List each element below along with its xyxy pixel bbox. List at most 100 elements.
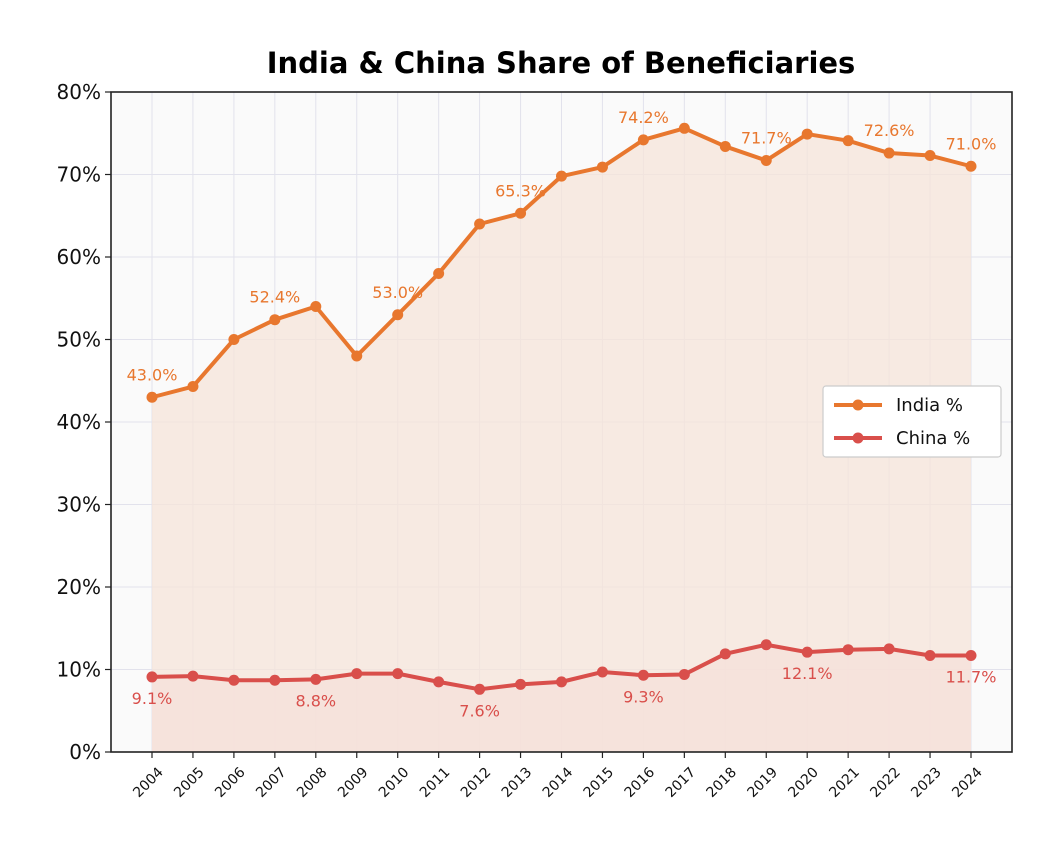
y-axis: 0% 10% 20% 30% 40% 50% 60% 70% 80%: [57, 80, 111, 764]
x-tick-label: 2018: [704, 764, 741, 801]
y-tick-label: 20%: [57, 575, 101, 599]
series-fills: [152, 128, 971, 753]
y-tick-label: 50%: [57, 328, 101, 352]
y-tick-label: 80%: [57, 80, 101, 104]
china-point: [678, 668, 690, 680]
china-data-label: 9.3%: [623, 687, 664, 706]
y-tick-label: 0%: [69, 740, 101, 764]
x-tick-label: 2016: [622, 764, 659, 801]
x-tick-label: 2004: [130, 764, 167, 801]
x-tick-label: 2012: [458, 764, 495, 801]
china-point: [842, 644, 854, 656]
china-data-label: 8.8%: [295, 691, 336, 710]
india-point: [433, 268, 445, 279]
india-point: [965, 160, 977, 172]
india-point: [187, 381, 199, 393]
china-point: [637, 669, 649, 681]
china-point: [146, 671, 158, 683]
india-point: [269, 314, 281, 326]
china-data-label: 9.1%: [132, 689, 173, 708]
china-data-label: 11.7%: [946, 667, 997, 686]
china-point: [515, 678, 527, 690]
x-axis: 2004 2005 2006 2007 2008 2009 2010 2011 2012 2013…: [130, 752, 986, 801]
india-area: [152, 128, 971, 753]
china-point: [760, 639, 772, 651]
x-tick-label: 2008: [294, 764, 331, 801]
india-point: [596, 161, 608, 173]
china-point: [351, 668, 363, 680]
china-area: [152, 644, 971, 752]
india-point: [228, 334, 240, 345]
india-point: [924, 150, 936, 162]
legend-china-marker: [852, 432, 864, 444]
china-point: [556, 676, 567, 688]
x-tick-label: 2017: [663, 764, 700, 801]
china-point: [801, 646, 813, 658]
legend: India % China %: [822, 385, 1002, 458]
legend-china-label: China %: [896, 428, 970, 449]
y-tick-label: 40%: [57, 410, 101, 434]
x-tick-label: 2022: [867, 764, 904, 801]
x-tick-label: 2015: [581, 764, 618, 801]
legend-india-marker: [852, 399, 864, 411]
india-data-label: 71.0%: [946, 134, 997, 153]
y-tick-label: 10%: [57, 658, 101, 682]
x-tick-label: 2011: [417, 764, 454, 801]
india-point: [515, 207, 527, 219]
china-point: [596, 666, 608, 678]
china-point: [392, 668, 404, 680]
x-tick-label: 2013: [499, 764, 536, 801]
india-point: [801, 128, 813, 140]
india-point: [637, 134, 649, 146]
india-point: [678, 122, 690, 134]
china-point: [883, 643, 895, 655]
data-labels: 43.0% 52.4% 53.0% 65.3% 74.2% 71.7% 72.6% 71.0%…: [127, 108, 997, 720]
india-point: [556, 170, 567, 182]
china-point: [269, 674, 281, 686]
india-point: [351, 350, 363, 362]
india-point: [474, 218, 486, 230]
y-tick-label: 30%: [57, 493, 101, 517]
china-data-label: 7.6%: [459, 701, 500, 720]
x-tick-label: 2006: [212, 764, 249, 801]
china-point: [924, 649, 936, 661]
y-tick-label: 70%: [57, 163, 101, 187]
india-point: [842, 135, 854, 147]
x-tick-label: 2023: [908, 764, 945, 801]
x-tick-label: 2014: [540, 764, 577, 801]
x-tick-label: 2009: [335, 764, 372, 801]
x-tick-label: 2021: [826, 764, 863, 801]
china-point: [719, 648, 731, 660]
india-data-label: 72.6%: [864, 121, 915, 140]
india-data-label: 71.7%: [741, 128, 792, 147]
india-point: [310, 301, 322, 312]
china-data-label: 12.1%: [782, 664, 833, 683]
india-data-label: 65.3%: [495, 181, 546, 200]
india-point: [883, 147, 895, 159]
x-tick-label: 2020: [785, 764, 822, 801]
india-data-label: 52.4%: [249, 288, 300, 307]
china-point: [474, 683, 486, 695]
x-tick-label: 2010: [376, 764, 413, 801]
x-tick-label: 2005: [171, 764, 208, 801]
india-point: [392, 309, 404, 321]
series-points: [146, 122, 977, 695]
india-point: [146, 391, 158, 403]
india-data-label: 74.2%: [618, 108, 669, 127]
china-point: [433, 676, 445, 688]
x-tick-label: 2019: [744, 764, 781, 801]
india-point: [760, 154, 772, 166]
india-point: [719, 140, 731, 152]
chart-title: India & China Share of Beneficiaries: [267, 46, 856, 80]
china-point: [228, 674, 240, 686]
china-point: [310, 673, 322, 685]
x-tick-label: 2007: [253, 764, 290, 801]
india-data-label: 53.0%: [372, 283, 423, 302]
y-tick-label: 60%: [57, 245, 101, 269]
x-tick-label: 2024: [949, 764, 986, 801]
china-point: [965, 649, 977, 661]
india-data-label: 43.0%: [127, 365, 178, 384]
legend-india-label: India %: [896, 395, 963, 416]
